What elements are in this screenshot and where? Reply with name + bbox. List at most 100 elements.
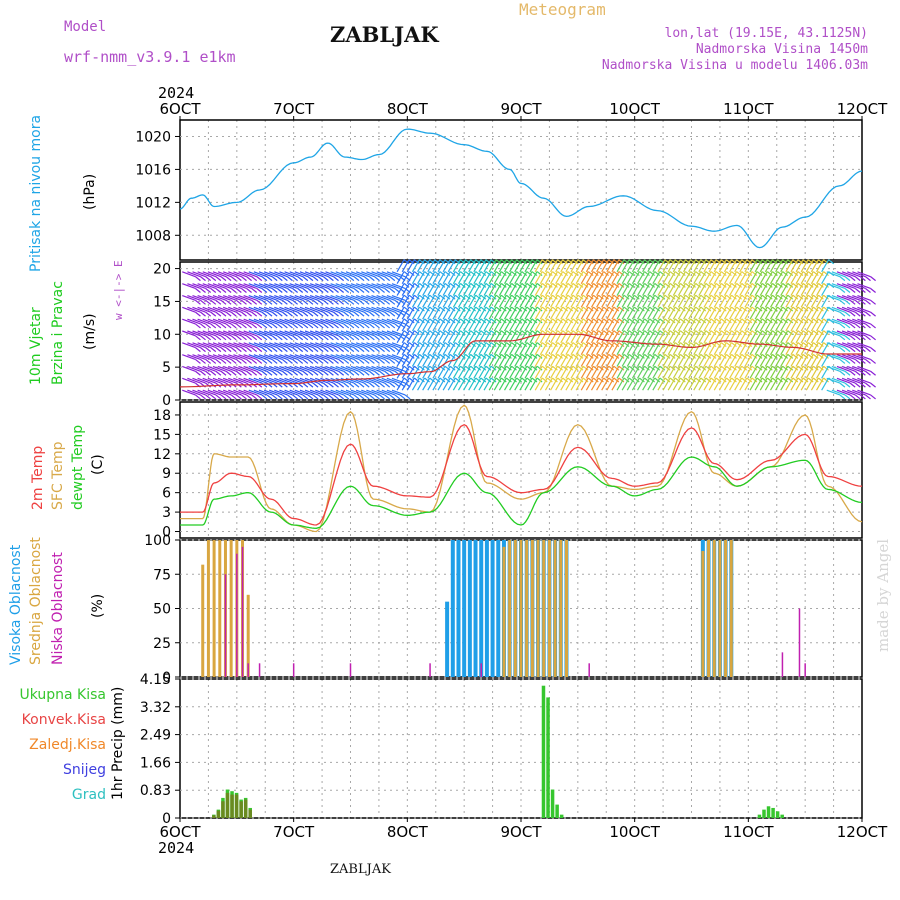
- wind-barb-flag: [429, 342, 436, 348]
- wind-barb-flag: [823, 353, 829, 359]
- wind-barb: [483, 342, 492, 355]
- wind-barb-flag: [526, 294, 533, 300]
- wind-barb-flag: [618, 306, 625, 312]
- wind-barb: [243, 365, 258, 372]
- wind-barb-flag: [587, 259, 594, 265]
- wind-barb: [345, 365, 360, 372]
- wind-barb-flag: [475, 271, 482, 277]
- wind-barb-flag: [751, 294, 758, 300]
- temp-axis-title-2m: 2m Temp: [30, 445, 46, 510]
- wind-barb-flag: [608, 306, 615, 312]
- wind-barb-flag: [598, 294, 604, 300]
- wind-barb: [785, 306, 794, 320]
- wind-barb: [228, 330, 242, 337]
- wind-barb: [601, 342, 610, 355]
- wind-barb: [197, 354, 211, 361]
- wind-barb: [222, 271, 237, 278]
- wind-barb-flag: [664, 282, 671, 288]
- wind-barb: [411, 330, 420, 344]
- wind-barb: [207, 306, 222, 313]
- panel-frame: [179, 678, 863, 819]
- wind-barb: [800, 283, 809, 296]
- wind-barb-flag: [413, 342, 420, 348]
- wind-barb-flag: [480, 271, 487, 277]
- wind-barb-flag: [797, 377, 804, 383]
- wind-barb: [217, 271, 232, 278]
- y-tick-label: 9: [162, 466, 171, 482]
- wind-barb: [662, 283, 671, 296]
- wind-barb-flag: [449, 330, 456, 336]
- wind-barb-flag: [746, 294, 753, 300]
- wind-barb-flag: [659, 330, 666, 336]
- wind-barb: [182, 330, 196, 337]
- wind-barb: [790, 377, 799, 391]
- wind-barb-flag: [317, 288, 324, 293]
- wind-barb: [289, 271, 304, 278]
- total-precip-bar: [546, 697, 550, 818]
- wind-barb-flag: [777, 353, 783, 359]
- wind-barb: [386, 283, 401, 290]
- wind-barb-flag: [287, 335, 293, 341]
- wind-barb: [238, 330, 252, 337]
- wind-barb-flag: [368, 288, 375, 293]
- wind-barb: [514, 377, 523, 391]
- wind-barb: [182, 342, 196, 349]
- wind-barb-flag: [424, 342, 430, 348]
- wind-barb-flag: [854, 299, 861, 305]
- low-cloud-bar: [292, 663, 295, 677]
- wind-barb: [233, 354, 247, 361]
- wind-barb-flag: [424, 365, 430, 371]
- wind-barb-flag: [736, 271, 742, 277]
- wind-barb: [718, 259, 727, 273]
- wind-barb-flag: [577, 377, 584, 383]
- wind-barb: [457, 271, 467, 284]
- precip-legend-conv: Konvek.Kisa: [21, 712, 106, 728]
- wind-barb: [519, 377, 528, 391]
- wind-barb-flag: [849, 323, 856, 329]
- wind-barb-flag: [506, 271, 512, 277]
- wind-barb: [427, 259, 436, 273]
- wind-barb: [570, 377, 579, 391]
- wind-barb-flag: [659, 318, 666, 324]
- wind-barb: [284, 283, 298, 290]
- wind-barb-flag: [679, 271, 686, 277]
- wind-barb: [764, 294, 773, 308]
- wind-barb: [626, 342, 635, 355]
- wind-barb-flag: [276, 394, 283, 400]
- wind-barb: [243, 377, 258, 384]
- wind-barb: [498, 377, 507, 391]
- wind-barb: [749, 306, 758, 320]
- wind-barb-flag: [490, 271, 497, 277]
- wind-barb-flag: [772, 306, 778, 312]
- wind-barb-flag: [195, 347, 201, 353]
- wind-barb-flag: [297, 323, 304, 329]
- wind-barb-flag: [500, 353, 507, 359]
- wind-barb: [284, 330, 298, 337]
- wind-barb: [826, 377, 841, 384]
- wind-barb-flag: [307, 299, 314, 305]
- wind-barb: [821, 306, 830, 320]
- wind-barb: [411, 318, 420, 332]
- wind-barb-flag: [644, 365, 650, 371]
- wind-barb-flag: [792, 282, 799, 288]
- wind-barb: [555, 342, 564, 355]
- wind-barb-flag: [333, 347, 339, 353]
- wind-barb: [386, 271, 401, 278]
- wind-barb-flag: [633, 259, 640, 265]
- wind-barb-flag: [215, 288, 222, 293]
- wind-barb: [626, 330, 635, 344]
- wind-barb-flag: [521, 365, 528, 371]
- wind-barb: [642, 330, 651, 344]
- wind-barb-flag: [705, 365, 712, 371]
- wind-barb: [309, 330, 324, 337]
- wind-barb-flag: [220, 335, 227, 341]
- wind-barb-flag: [807, 271, 814, 277]
- wind-barb-flag: [225, 276, 232, 282]
- wind-barb: [847, 389, 861, 396]
- wind-barb-flag: [644, 282, 650, 288]
- wind-barb: [437, 318, 446, 332]
- wind-barb-flag: [506, 259, 512, 265]
- wind-barb: [657, 318, 666, 332]
- wind-barb: [841, 389, 856, 396]
- wind-barb-flag: [715, 318, 722, 324]
